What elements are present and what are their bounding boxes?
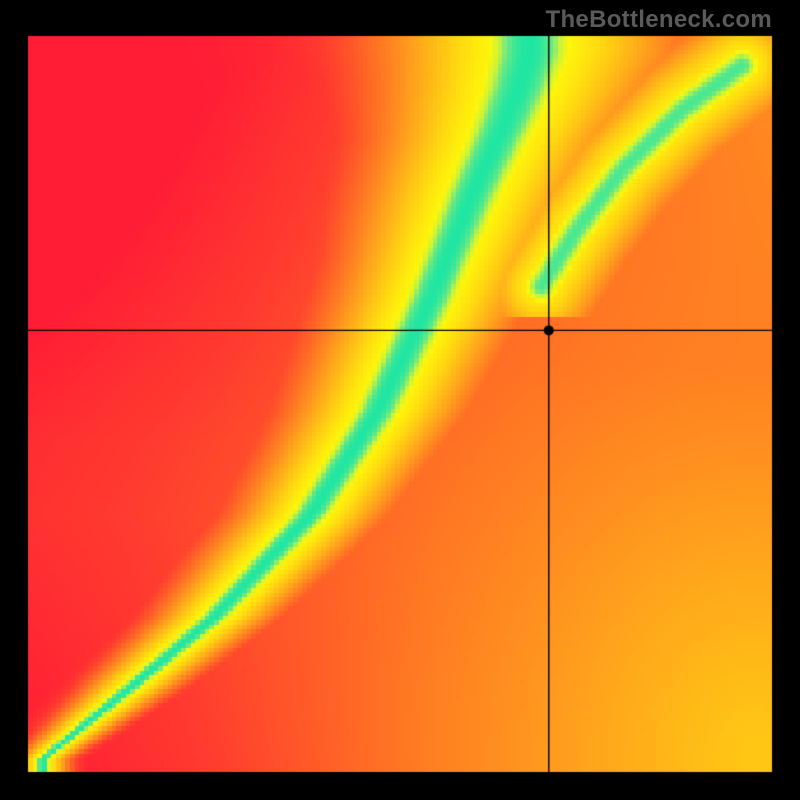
bottleneck-heatmap xyxy=(0,0,800,800)
watermark-label: TheBottleneck.com xyxy=(546,6,772,34)
chart-container: TheBottleneck.com xyxy=(0,0,800,800)
